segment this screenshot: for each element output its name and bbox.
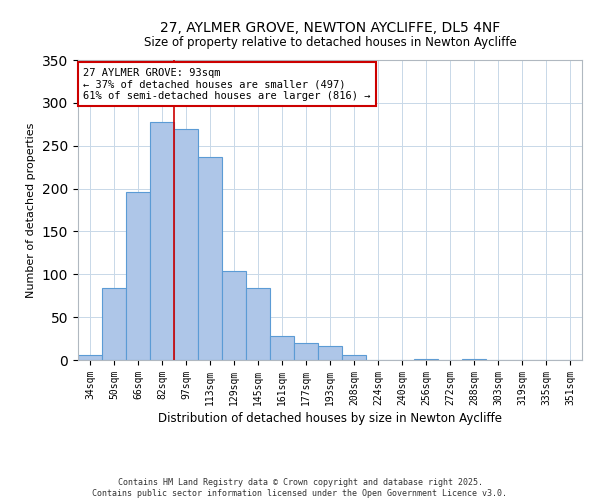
- Bar: [102, 288, 126, 360]
- Y-axis label: Number of detached properties: Number of detached properties: [26, 122, 37, 298]
- Bar: [414, 359, 438, 360]
- X-axis label: Distribution of detached houses by size in Newton Aycliffe: Distribution of detached houses by size …: [158, 412, 502, 425]
- Text: Contains HM Land Registry data © Crown copyright and database right 2025.
Contai: Contains HM Land Registry data © Crown c…: [92, 478, 508, 498]
- Bar: [150, 122, 174, 360]
- Bar: [126, 192, 150, 360]
- Text: 27, AYLMER GROVE, NEWTON AYCLIFFE, DL5 4NF: 27, AYLMER GROVE, NEWTON AYCLIFFE, DL5 4…: [160, 20, 500, 34]
- Bar: [246, 288, 270, 360]
- Bar: [198, 157, 222, 360]
- Bar: [174, 128, 198, 360]
- Text: Size of property relative to detached houses in Newton Aycliffe: Size of property relative to detached ho…: [143, 36, 517, 49]
- Bar: [318, 346, 342, 360]
- Bar: [294, 343, 318, 360]
- Bar: [270, 336, 294, 360]
- Bar: [78, 355, 102, 360]
- Bar: [222, 271, 246, 360]
- Bar: [462, 359, 486, 360]
- Text: 27 AYLMER GROVE: 93sqm
← 37% of detached houses are smaller (497)
61% of semi-de: 27 AYLMER GROVE: 93sqm ← 37% of detached…: [83, 68, 371, 100]
- Bar: [342, 355, 366, 360]
